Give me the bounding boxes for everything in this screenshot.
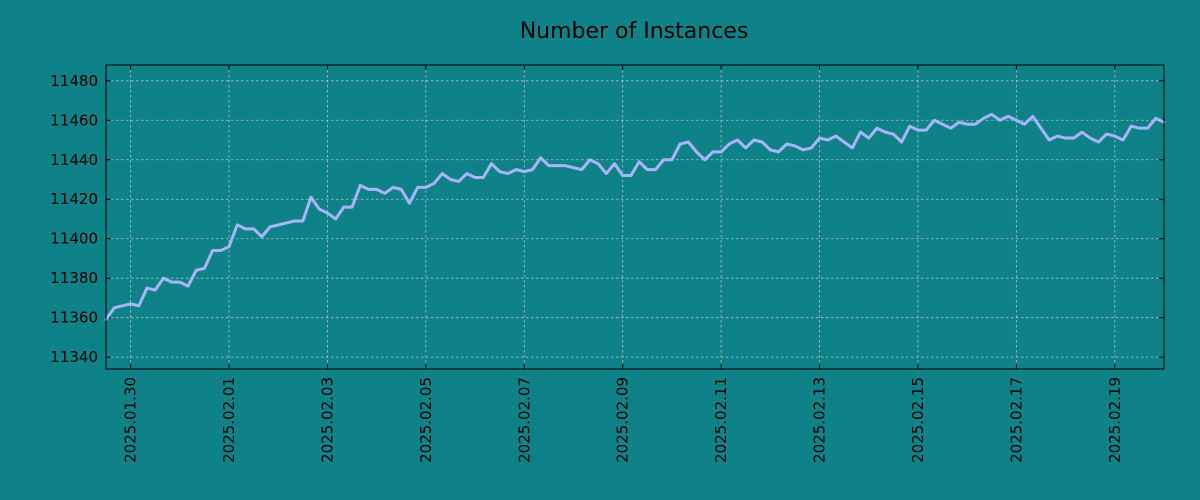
y-tick-label: 11360 bbox=[50, 309, 98, 327]
x-tick-label: 2025.02.17 bbox=[1007, 377, 1025, 463]
x-tick-label: 2025.02.19 bbox=[1106, 377, 1124, 463]
y-tick-label: 11480 bbox=[50, 72, 98, 90]
y-tick-label: 11440 bbox=[50, 151, 98, 169]
tick-labels: 11340 11360 11380 11400 11420 11440 11460 11480… bbox=[50, 72, 1124, 463]
y-tick-label: 11340 bbox=[50, 348, 98, 366]
grid bbox=[106, 65, 1164, 369]
chart-title: Number of Instances bbox=[520, 19, 749, 44]
x-tick-label: 2025.02.05 bbox=[417, 377, 435, 463]
x-tick-label: 2025.01.30 bbox=[122, 377, 140, 463]
x-tick-label: 2025.02.15 bbox=[909, 377, 927, 463]
x-tick-label: 2025.02.01 bbox=[220, 377, 238, 463]
y-tick-label: 11460 bbox=[50, 111, 98, 129]
x-tick-label: 2025.02.03 bbox=[318, 377, 336, 463]
series-line bbox=[104, 112, 1166, 322]
axis-ticks bbox=[106, 65, 1164, 369]
plot-frame bbox=[105, 64, 1165, 370]
y-tick-label: 11400 bbox=[50, 230, 98, 248]
x-tick-label: 2025.02.07 bbox=[515, 377, 533, 463]
x-tick-label: 2025.02.11 bbox=[712, 377, 730, 463]
y-tick-label: 11420 bbox=[50, 190, 98, 208]
x-tick-label: 2025.02.13 bbox=[811, 377, 829, 463]
y-tick-label: 11380 bbox=[50, 269, 98, 287]
x-tick-label: 2025.02.09 bbox=[614, 377, 632, 463]
